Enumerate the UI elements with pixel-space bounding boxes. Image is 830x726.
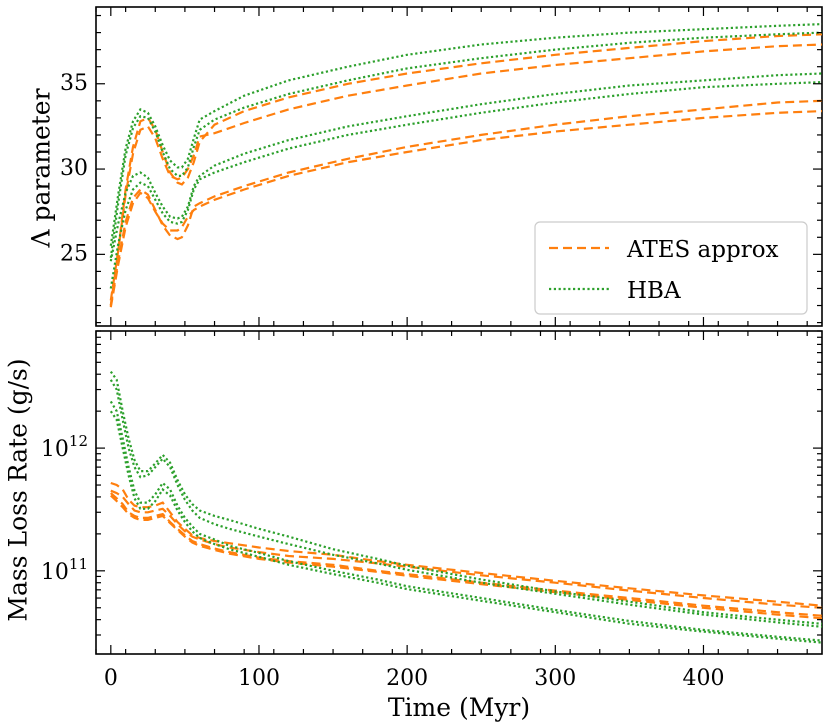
x-axis-label: Time (Myr) [388,693,530,722]
bottom-y-tick-label: 1011 [41,555,88,585]
legend: ATES approx HBA [534,221,808,315]
top-series-2-ates [109,99,823,306]
bottom-series-7-hba [109,410,823,644]
top-ticks-group [95,7,822,326]
top-y-axis-label: Λ parameter [27,88,56,248]
top-series-0-ates [109,33,823,306]
bottom-x-tick-label: 300 [534,666,576,691]
bottom-series-3-ates [110,494,823,620]
bottom-series-group [109,370,823,644]
bottom-x-tick-label: 200 [386,666,428,691]
top-y-tick-label: 35 [60,71,88,96]
bottom-x-tick-label: 100 [238,666,280,691]
bottom-series-0-ates [110,481,823,607]
top-series-7-hba [109,81,823,289]
legend-box [534,221,808,315]
legend-label-hba: HBA [627,278,681,304]
bottom-axes-frame [95,330,823,655]
bottom-panel: 0 100 200 300 400 1011 1012 Mass Loss Rate (g/… [4,330,823,722]
top-panel: 25 30 35 Λ parameter ATES approx HBA [27,6,823,327]
bottom-series-5-hba [109,379,823,628]
top-series-6-hba [109,72,823,262]
top-y-tick-label: 30 [60,156,88,181]
top-series-5-hba [109,31,823,258]
legend-label-ates: ATES approx [626,237,779,263]
bottom-series-4-hba [109,370,823,625]
top-series-3-ates [109,110,823,308]
bottom-tick-labels-group: 0 100 200 300 400 1011 1012 [41,432,725,691]
bottom-y-axis-label: Mass Loss Rate (g/s) [4,358,33,621]
top-tick-labels-group: 25 30 35 [60,71,88,267]
top-series-1-ates [109,43,823,301]
bottom-x-tick-label: 0 [104,666,118,691]
top-series-group [109,23,823,308]
top-axes-frame [95,6,823,327]
bottom-y-tick-label: 1012 [41,432,88,462]
top-series-4-hba [109,23,823,246]
bottom-x-tick-label: 400 [682,666,724,691]
bottom-series-2-ates [110,492,823,617]
bottom-series-1-ates [110,489,823,609]
top-y-tick-label: 25 [60,241,88,266]
bottom-series-6-hba [109,400,823,642]
bottom-ticks-group [95,330,822,654]
